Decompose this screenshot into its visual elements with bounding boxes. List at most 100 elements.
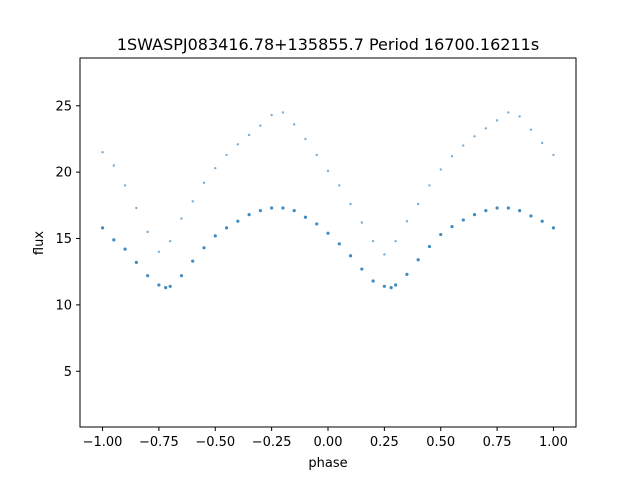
data-point bbox=[157, 283, 161, 287]
data-point bbox=[101, 151, 104, 154]
data-point bbox=[383, 253, 386, 256]
data-point bbox=[551, 226, 556, 230]
data-point bbox=[315, 153, 318, 157]
data-point bbox=[338, 184, 341, 187]
data-point bbox=[168, 284, 172, 288]
data-point bbox=[281, 111, 285, 114]
data-point bbox=[552, 153, 555, 157]
data-point bbox=[394, 239, 397, 243]
data-point bbox=[292, 209, 296, 213]
data-point bbox=[180, 217, 183, 220]
y-tick-label: 15 bbox=[55, 232, 72, 247]
data-point bbox=[281, 206, 285, 210]
data-point bbox=[213, 234, 217, 238]
data-point bbox=[540, 141, 544, 145]
x-tick-label: 0.75 bbox=[483, 435, 512, 450]
data-point bbox=[326, 231, 330, 235]
data-point bbox=[529, 214, 533, 218]
x-tick-label: 0.50 bbox=[426, 435, 455, 450]
plot-frame bbox=[79, 57, 577, 428]
data-point bbox=[259, 124, 262, 127]
data-point bbox=[484, 209, 488, 213]
data-point bbox=[225, 153, 228, 157]
data-point bbox=[236, 143, 240, 146]
data-point bbox=[258, 209, 262, 213]
data-point bbox=[247, 213, 251, 217]
data-point bbox=[450, 224, 454, 229]
y-axis: 5 10 15 20 25 bbox=[55, 99, 80, 380]
data-point bbox=[337, 242, 341, 246]
data-point bbox=[371, 239, 375, 243]
data-point bbox=[495, 206, 499, 210]
x-tick-label: −0.25 bbox=[252, 435, 292, 450]
x-tick-label: −0.50 bbox=[195, 435, 235, 450]
data-point bbox=[360, 267, 364, 271]
data-point bbox=[484, 127, 488, 130]
data-point bbox=[405, 272, 409, 276]
data-point bbox=[224, 226, 229, 230]
y-tick-label: 20 bbox=[55, 166, 72, 181]
y-tick-label: 10 bbox=[55, 298, 72, 313]
data-point bbox=[371, 279, 375, 283]
data-point bbox=[303, 215, 308, 219]
data-point bbox=[506, 206, 510, 210]
x-axis: −1.00 −0.75 −0.50 −0.25 0.00 0.25 0.50 0.75 1.00 bbox=[83, 427, 568, 450]
data-point bbox=[428, 184, 431, 187]
data-point bbox=[123, 184, 127, 187]
data-point bbox=[134, 260, 138, 265]
y-tick-label: 5 bbox=[64, 365, 72, 380]
data-point bbox=[112, 164, 116, 167]
x-tick-label: 0.25 bbox=[370, 435, 399, 450]
data-point bbox=[270, 206, 274, 210]
data-point bbox=[507, 111, 510, 114]
y-axis-label: flux bbox=[32, 231, 47, 255]
y-tick-label: 25 bbox=[55, 99, 72, 114]
data-point bbox=[191, 259, 195, 263]
data-point bbox=[439, 232, 443, 237]
data-point bbox=[462, 144, 465, 147]
data-point bbox=[157, 250, 161, 253]
data-point bbox=[191, 200, 194, 203]
data-point bbox=[495, 119, 499, 122]
data-point bbox=[389, 286, 393, 290]
data-point bbox=[202, 246, 206, 250]
data-point bbox=[529, 128, 533, 131]
data-point bbox=[450, 155, 454, 158]
data-point bbox=[518, 209, 522, 213]
x-tick-label: 1.00 bbox=[539, 435, 568, 450]
data-point bbox=[112, 238, 116, 242]
data-point bbox=[304, 137, 307, 141]
data-point bbox=[394, 283, 398, 287]
data-point bbox=[270, 113, 273, 117]
data-point bbox=[315, 222, 319, 226]
data-point bbox=[382, 284, 386, 288]
data-point bbox=[168, 239, 172, 243]
data-point bbox=[472, 213, 477, 217]
x-tick-label: 0.00 bbox=[314, 435, 343, 450]
data-point bbox=[214, 166, 217, 170]
data-point bbox=[292, 123, 296, 126]
data-point bbox=[100, 226, 105, 230]
data-point bbox=[360, 221, 364, 224]
data-point bbox=[473, 135, 476, 138]
data-point bbox=[146, 230, 149, 234]
data-point bbox=[135, 206, 138, 210]
data-point bbox=[236, 219, 240, 223]
chart-title: 1SWASPJ083416.78+135855.7 Period 16700.1… bbox=[117, 35, 539, 54]
data-point bbox=[247, 133, 251, 137]
data-point bbox=[348, 254, 353, 258]
x-tick-label: −1.00 bbox=[83, 435, 123, 450]
data-point bbox=[518, 115, 521, 118]
scatter-points bbox=[100, 111, 556, 290]
x-tick-label: −0.75 bbox=[139, 435, 179, 450]
data-point bbox=[202, 181, 206, 184]
data-point bbox=[123, 247, 127, 251]
data-point bbox=[416, 202, 420, 206]
data-point bbox=[405, 220, 409, 223]
data-point bbox=[540, 219, 544, 223]
data-point bbox=[349, 202, 352, 206]
data-point bbox=[439, 168, 442, 171]
data-point bbox=[416, 258, 420, 262]
